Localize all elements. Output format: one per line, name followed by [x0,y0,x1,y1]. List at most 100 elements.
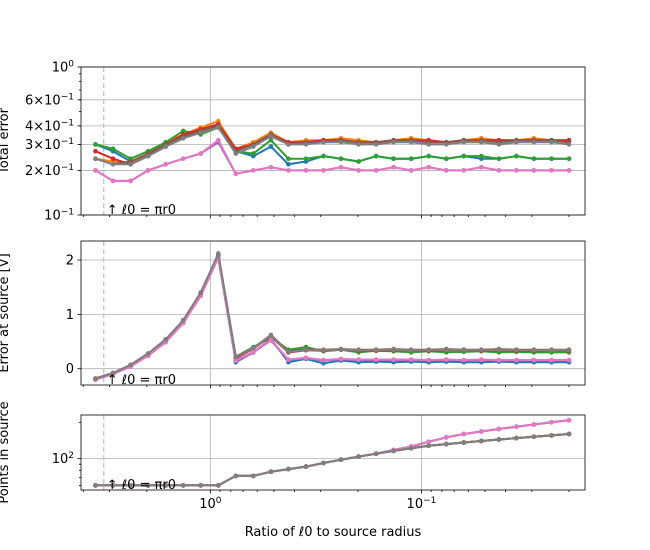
series-point [496,437,502,442]
series-point [198,483,203,488]
series-point [286,349,291,355]
series-point [233,171,239,176]
series-point [444,168,449,173]
series-point [496,156,502,161]
series-point [566,156,572,161]
series-point [268,337,274,343]
series-point [408,156,414,161]
y-tick-label: 0 [66,362,74,377]
series-point [216,251,221,256]
series-point [356,159,361,164]
series-point [479,140,484,145]
series-point [321,153,326,159]
series-point [531,140,537,145]
series-point [145,351,151,356]
x-axis-label: Ratio of ℓ0 to source radius [245,525,422,540]
y-tick-label: 2 [66,254,74,269]
y-axis-label: Total error [0,107,12,175]
series-point [180,318,186,323]
series-point [303,156,309,161]
series-point [566,347,572,353]
annotation-label: ↑ ℓ0 = πr0 [107,373,176,388]
series-point [163,337,168,342]
series-point [321,357,326,363]
series-8 [93,431,572,488]
series-point [479,429,484,434]
series-point [268,144,274,149]
x-tick-label: 10−1 [407,496,437,512]
series-point [163,483,168,488]
series-point [373,347,379,353]
series-point [321,347,326,353]
series-8 [93,125,572,167]
series-point [110,483,116,488]
series-point [461,347,467,353]
series-8 [93,250,572,381]
series-point [479,347,484,353]
series-point [356,168,361,173]
series-point [286,168,291,173]
series-point [514,357,519,363]
series-point [303,347,309,353]
series-point [549,140,554,145]
series-point [566,418,572,423]
series-line [95,126,569,163]
y-tick-label: 100 [52,60,75,76]
series-point [303,168,309,173]
series-point [373,357,379,362]
series-point [479,438,484,444]
series-point [303,464,309,469]
series-point [251,168,256,173]
y-tick-label: 6×10−1 [25,92,74,108]
series-point [391,347,396,353]
series-point [531,168,537,173]
series-point [356,454,361,459]
series-point [233,151,239,156]
series-point [514,153,519,159]
series-point [461,168,467,173]
series-point [110,162,116,167]
series-point [198,151,203,156]
series-point [145,483,151,488]
x-tick-label: 100 [199,496,222,512]
series-point [216,125,221,130]
series-point [373,168,379,173]
series-point [531,347,537,353]
series-line [94,138,569,182]
series-point [303,355,309,361]
series-point [163,162,168,167]
series-point [479,153,484,159]
series-point [356,347,361,353]
series-point [233,473,239,479]
y-axis-label: Points in source [0,401,12,503]
series-point [110,146,116,152]
series-point [426,153,432,159]
series-point [496,357,502,363]
series-point [268,165,274,170]
series-point [93,376,98,381]
series-point [549,357,554,363]
series-point [128,178,133,184]
series-point [373,153,379,159]
series-point [128,162,133,167]
series-point [514,168,519,173]
series-point [444,357,449,362]
series-point [286,357,291,362]
series-point [321,168,326,173]
series-point [268,137,274,143]
series-point [426,347,432,353]
axes-frame [80,66,586,216]
series-point [93,483,98,488]
series-point [128,483,133,488]
series-point [426,439,432,445]
y-tick-label: 2×10−1 [25,163,74,179]
series-point [233,355,239,360]
series-point [426,165,432,170]
series-point [128,362,133,368]
series-point [426,443,432,449]
series-point [321,140,326,145]
series-point [286,466,291,472]
series-point [391,165,396,170]
series-point [426,357,432,363]
series-line [95,126,570,166]
